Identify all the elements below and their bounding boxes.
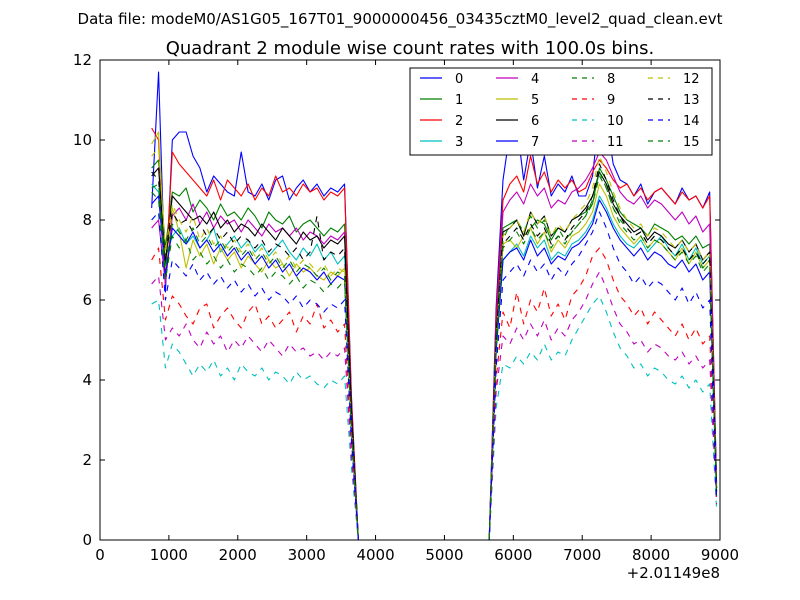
x-tick-label: 6000 [494, 546, 532, 564]
x-tick-label: 9000 [701, 546, 739, 564]
legend-label-11: 11 [607, 135, 624, 150]
legend-label-9: 9 [607, 93, 615, 108]
data-file-suptitle: Data file: modeM0/AS1G05_167T01_90000004… [78, 10, 723, 29]
series-line-13 [151, 163, 718, 540]
y-tick-label: 6 [82, 291, 92, 309]
legend-label-14: 14 [683, 114, 700, 129]
series-line-10 [151, 295, 718, 540]
legend-label-12: 12 [683, 72, 700, 87]
x-tick-label: 0 [95, 546, 105, 564]
legend-label-1: 1 [455, 93, 463, 108]
x-offset-label: +2.01149e8 [627, 564, 720, 582]
legend-label-0: 0 [455, 72, 463, 87]
series-line-6 [151, 167, 718, 540]
x-tick-label: 3000 [288, 546, 326, 564]
legend-label-7: 7 [531, 135, 539, 150]
y-tick-label: 2 [82, 451, 92, 469]
x-tick-label: 5000 [425, 546, 463, 564]
legend-label-3: 3 [455, 135, 463, 150]
legend-label-5: 5 [531, 93, 539, 108]
legend-label-8: 8 [607, 72, 615, 87]
legend-label-10: 10 [607, 114, 624, 129]
x-tick-label: 4000 [356, 546, 394, 564]
legend-label-13: 13 [683, 93, 700, 108]
legend-label-4: 4 [531, 72, 539, 87]
y-tick-label: 12 [73, 51, 92, 69]
series-line-1 [151, 159, 718, 540]
chart-title: Quadrant 2 module wise count rates with … [166, 38, 655, 59]
x-tick-label: 2000 [219, 546, 257, 564]
y-tick-label: 8 [82, 211, 92, 229]
series-line-9 [151, 247, 718, 540]
legend-label-15: 15 [683, 135, 700, 150]
series-line-15 [151, 171, 718, 540]
y-tick-label: 0 [82, 531, 92, 549]
legend-label-6: 6 [531, 114, 539, 129]
y-tick-label: 10 [73, 131, 92, 149]
legend-label-2: 2 [455, 114, 463, 129]
x-tick-label: 7000 [563, 546, 601, 564]
series-line-14 [151, 211, 718, 540]
series-layer [151, 71, 718, 540]
series-line-11 [151, 271, 718, 540]
x-axis: 0 1000 2000 3000 4000 5000 6000 7000 8000 9000 [95, 60, 739, 564]
x-tick-label: 8000 [632, 546, 670, 564]
x-tick-label: 1000 [150, 546, 188, 564]
series-line-2 [151, 127, 718, 540]
y-tick-label: 4 [82, 371, 92, 389]
series-line-12 [151, 147, 718, 540]
series-line-4 [151, 151, 718, 540]
series-line-8 [151, 175, 718, 540]
